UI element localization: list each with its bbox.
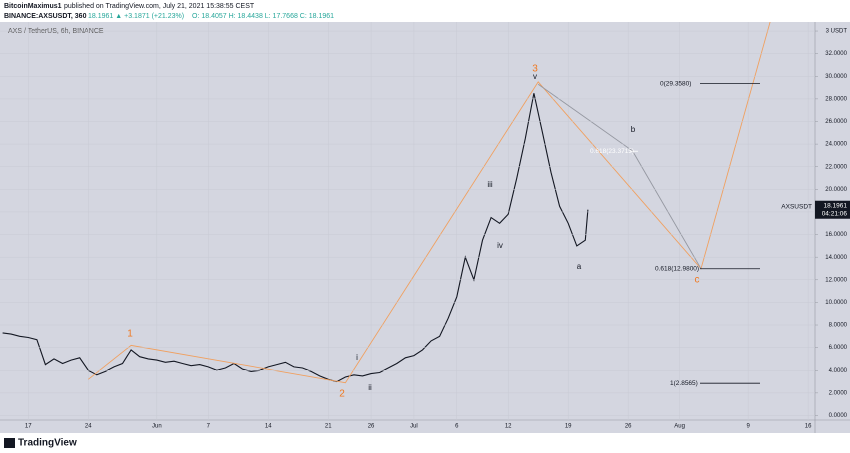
- x-tick-label: 12: [505, 424, 512, 430]
- last-price-label: 18.1961: [824, 202, 848, 209]
- y-tick-label: 12.0000: [825, 277, 847, 283]
- wave-label: v: [533, 72, 537, 81]
- y-tick-label: 28.0000: [825, 96, 847, 102]
- wave-label: b: [631, 125, 636, 134]
- x-tick-label: 19: [565, 424, 572, 430]
- price-axis: [815, 22, 850, 433]
- x-tick-label: 7: [207, 424, 211, 430]
- x-tick-label: 9: [746, 424, 750, 430]
- x-tick-label: Jun: [152, 424, 162, 430]
- x-tick-label: Aug: [674, 424, 685, 430]
- x-tick-label: 14: [265, 424, 272, 430]
- wave-label: a: [577, 262, 582, 271]
- countdown: 04:21:06: [822, 210, 848, 217]
- x-tick-label: 26: [625, 424, 632, 430]
- x-tick-label: 24: [85, 424, 92, 430]
- wave-label: 2: [339, 389, 345, 400]
- wave-label: 1: [127, 329, 133, 340]
- y-tick-label: 30.0000: [825, 74, 847, 80]
- y-tick-label: 10.0000: [825, 300, 847, 306]
- published: published on TradingView.com, July 21, 2…: [64, 3, 255, 10]
- y-tick-label: 24.0000: [825, 142, 847, 148]
- quote: 18.1961 ▲ +3.1871 (+21.23%): [88, 13, 184, 20]
- level-label: 0.618(23.3715): [590, 148, 634, 155]
- y-tick-label: 16.0000: [825, 232, 847, 238]
- x-tick-label: 6: [455, 424, 459, 430]
- x-tick-label: 17: [25, 424, 32, 430]
- y-tick-label: 6.0000: [829, 345, 848, 351]
- level-label: 1(2.8565): [670, 380, 698, 387]
- x-tick-label: 26: [368, 424, 375, 430]
- symbol-tag: AXSUSDT: [781, 203, 812, 210]
- symbol: BINANCE:AXSUSDT, 360: [4, 13, 87, 20]
- wave-label: 3: [532, 64, 538, 75]
- y-tick-label: 2.0000: [829, 390, 848, 396]
- level-label: 0.618(12.9800): [655, 265, 699, 272]
- wave-label: iii: [487, 180, 493, 189]
- y-tick-label: 8.0000: [829, 323, 848, 329]
- wave-label: i: [356, 353, 358, 362]
- series-line: [2, 93, 589, 383]
- plot-background: [0, 22, 815, 420]
- wave-label: c: [695, 275, 700, 286]
- y-tick-label: 0.0000: [829, 413, 848, 419]
- y-tick-label: 26.0000: [825, 119, 847, 125]
- x-tick-label: 16: [805, 424, 812, 430]
- series-line: [88, 22, 771, 384]
- wave-label: iv: [497, 241, 503, 250]
- y-tick-label: 20.0000: [825, 187, 847, 193]
- chart-title: AXS / TetherUS, 6h, BINANCE: [8, 28, 104, 35]
- x-tick-label: Jul: [410, 424, 418, 430]
- brand: TradingView: [18, 438, 77, 449]
- last-price-tag: [815, 200, 850, 219]
- y-tick-label: 3 USDT: [826, 29, 848, 35]
- publisher: BitcoinMaximus1: [4, 3, 62, 10]
- plot: [2, 22, 809, 420]
- time-axis: [0, 420, 815, 433]
- y-tick-label: 22.0000: [825, 164, 847, 170]
- brand-logo: [4, 438, 15, 448]
- wave-label: ii: [368, 383, 372, 392]
- level-label: 0(29.3580): [660, 80, 691, 87]
- y-tick-label: 32.0000: [825, 51, 847, 57]
- ohlc: O: 18.4057 H: 18.4438 L: 17.7668 C: 18.1…: [192, 13, 334, 20]
- y-tick-label: 14.0000: [825, 255, 847, 261]
- y-tick-label: 4.0000: [829, 368, 848, 374]
- x-tick-label: 21: [325, 424, 332, 430]
